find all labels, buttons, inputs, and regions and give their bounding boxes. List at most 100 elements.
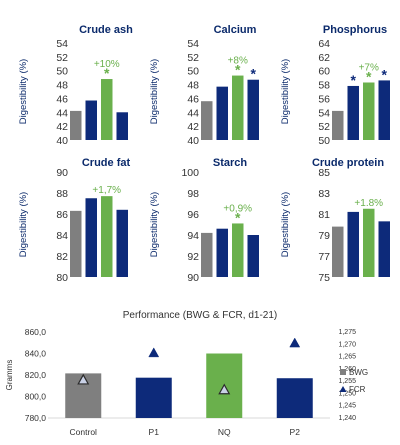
significance-star: *	[351, 72, 357, 88]
y-tick-label: 42	[56, 121, 68, 133]
bar-1	[201, 101, 213, 140]
bar-1	[201, 232, 213, 277]
bar-2	[85, 198, 97, 277]
x-tick-label: P2	[290, 427, 301, 437]
bar-1	[70, 110, 82, 140]
y-tick-label: 82	[56, 251, 68, 263]
y-tick-label: 86	[56, 209, 68, 221]
y-tick-label: 48	[56, 80, 68, 92]
y-tick-label: 48	[187, 80, 199, 92]
bar-4	[116, 209, 128, 277]
significance-star: *	[366, 68, 372, 84]
fcr-marker-1	[77, 373, 90, 385]
bar-4	[247, 235, 259, 277]
y-axis-title: Digestibility (%)	[280, 59, 291, 124]
x-tick-label: P1	[149, 427, 160, 437]
y2-tick-label: 1,275	[338, 329, 356, 336]
panel-title: Phosphorus	[323, 24, 387, 36]
panel-title: Starch	[213, 157, 248, 169]
y2-tick-label: 1,240	[338, 415, 356, 422]
y2-tick-label: 1,260	[338, 366, 356, 373]
y-tick-label: 83	[318, 188, 330, 200]
bar-1	[70, 210, 82, 277]
y-tick-label: 100	[181, 167, 199, 179]
y-tick-label: 50	[318, 135, 330, 147]
y-tick-label: 44	[187, 107, 199, 119]
significance-star: *	[382, 66, 388, 82]
y-tick-label: 94	[187, 230, 199, 242]
bar-2	[347, 211, 359, 277]
bar-4	[116, 112, 128, 140]
fcr-marker-2	[148, 347, 160, 358]
legend-fcr-label: FCR	[349, 385, 366, 394]
bar-2	[216, 86, 228, 140]
y-tick-label: 800,0	[25, 392, 47, 402]
y-tick-label: 54	[187, 38, 199, 50]
legend-fcr-swatch	[339, 386, 347, 392]
y-tick-label: 77	[318, 251, 330, 263]
y-tick-label: 42	[187, 121, 199, 133]
bar-2	[85, 100, 97, 140]
significance-star: *	[235, 209, 241, 225]
significance-star: *	[251, 66, 257, 82]
y-tick-label: 52	[187, 52, 199, 64]
bwg-bar-2	[135, 377, 172, 418]
y2-tick-label: 1,245	[338, 403, 356, 410]
bar-3	[101, 196, 113, 277]
performance-chart: Performance (BWG & FCR, d1-21) 860,0 840,0…	[5, 310, 368, 437]
bar-3	[232, 223, 244, 277]
y-tick-label: 44	[56, 107, 68, 119]
y-tick-label: 64	[318, 38, 330, 50]
panel-title: Crude ash	[79, 24, 133, 36]
bar-3	[101, 79, 113, 140]
bar-1	[332, 110, 344, 140]
y-tick-label: 52	[318, 121, 330, 133]
change-annotation: +1.8%	[354, 198, 383, 209]
panel-title: Calcium	[214, 24, 257, 36]
change-annotation: +1,7%	[92, 185, 121, 196]
bar-2	[216, 228, 228, 277]
y-tick-label: 50	[56, 66, 68, 78]
performance-title: Performance (BWG & FCR, d1-21)	[123, 310, 277, 321]
x-tick-label: NQ	[218, 427, 231, 437]
y-tick-label: 88	[56, 188, 68, 200]
y-axis-title: Digestibility (%)	[18, 59, 29, 124]
fcr-marker-4	[289, 337, 301, 348]
panel-title: Crude protein	[312, 157, 384, 169]
y-tick-label: 75	[318, 272, 330, 284]
y2-tick-label: 1,265	[338, 354, 356, 361]
bar-1	[332, 226, 344, 277]
legend-bwg-swatch	[340, 369, 346, 375]
bar-3	[363, 208, 375, 277]
y-tick-label: 780,0	[25, 413, 47, 423]
panel-title: Crude fat	[82, 157, 131, 169]
change-annotation: +7%	[359, 62, 379, 73]
y-tick-label: 90	[56, 167, 68, 179]
y-tick-label: 79	[318, 230, 330, 242]
y-tick-label: 85	[318, 167, 330, 179]
y-tick-label: 96	[187, 209, 199, 221]
bar-4	[247, 79, 259, 140]
y-tick-label: 80	[56, 272, 68, 284]
y-tick-label: 90	[187, 272, 199, 284]
bar-3	[363, 82, 375, 140]
y-axis-title: Digestibility (%)	[280, 192, 291, 257]
change-annotation: +8%	[228, 56, 248, 67]
y-axis-title: Digestibility (%)	[149, 59, 160, 124]
significance-star: *	[104, 65, 110, 81]
bar-2	[347, 85, 359, 140]
y-tick-label: 840,0	[25, 349, 47, 359]
y-tick-label: 98	[187, 188, 199, 200]
y-tick-label: 40	[56, 135, 68, 147]
y-tick-label: 860,0	[25, 327, 47, 337]
y-axis-title: Digestibility (%)	[18, 192, 29, 257]
y-tick-label: 56	[318, 93, 330, 105]
x-tick-label: Control	[70, 427, 98, 437]
y2-tick-label: 1,255	[338, 378, 356, 385]
y-tick-label: 81	[318, 209, 330, 221]
fcr-marker-3	[218, 383, 231, 395]
y-tick-label: 54	[56, 38, 68, 50]
